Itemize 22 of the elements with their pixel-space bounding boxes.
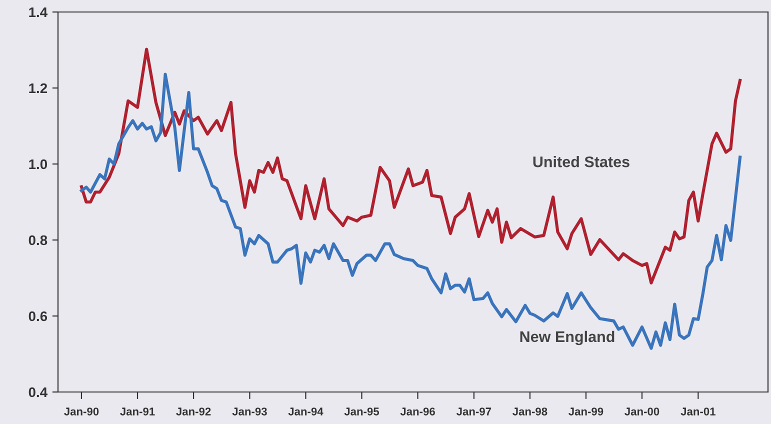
- y-tick-label: 0.6: [28, 311, 48, 322]
- y-tick-label: 1.2: [29, 83, 48, 94]
- x-tick-label: Jan-96: [400, 408, 435, 416]
- x-tick-label: Jan-90: [64, 408, 99, 416]
- x-tick-label: Jan-92: [176, 408, 211, 416]
- x-tick-label: Jan-95: [344, 408, 380, 416]
- line-series: [80, 48, 742, 284]
- series-label: New England: [520, 330, 614, 346]
- x-tick-label: Jan-01: [680, 408, 716, 416]
- line-series: [80, 72, 742, 350]
- text: United States: [533, 156, 630, 168]
- x-tick-label: Jan-91: [120, 408, 155, 416]
- x-tick-label: Jan-00: [624, 408, 660, 416]
- y-tick-label: 1.4: [29, 7, 48, 18]
- y-tick-label: 0.8: [28, 235, 48, 246]
- x-tick-label: Jan-99: [568, 408, 604, 416]
- x-tick-label: Jan-93: [232, 408, 267, 416]
- x-tick-label: Jan-98: [512, 408, 548, 416]
- x-tick-label: Jan-97: [456, 408, 492, 416]
- x-tick-label: Jan-94: [288, 408, 324, 416]
- y-tick-label: 0.4: [28, 387, 48, 398]
- y-tick-label: 1.0: [29, 159, 48, 170]
